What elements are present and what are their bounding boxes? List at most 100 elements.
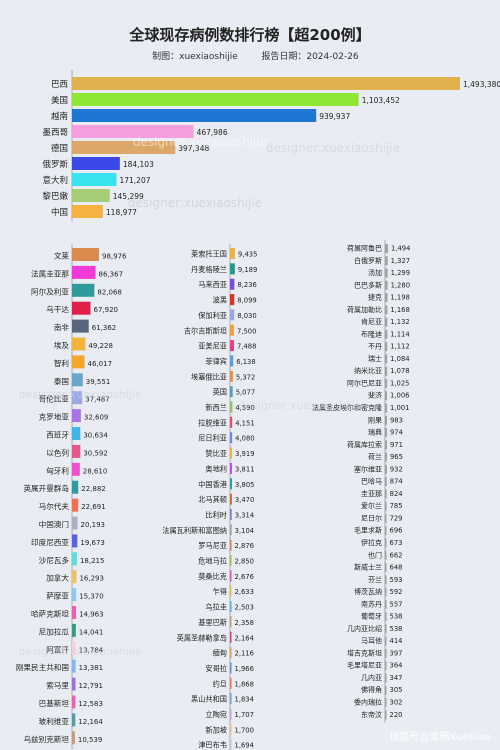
bottom-category-label: 尼加拉瓜 [39, 626, 70, 636]
bottom-category-label: 安哥拉 [205, 664, 227, 673]
bottom-value-label: 874 [390, 478, 403, 486]
bottom-category-label: 毛里塔尼亚 [347, 661, 382, 670]
bottom-bar [230, 647, 232, 659]
bottom-category-label: 博茨瓦纳 [354, 587, 382, 596]
bottom-category-label: 马耳他 [361, 636, 382, 645]
bottom-value-label: 9,189 [238, 266, 257, 274]
bottom-category-label: 乌干达 [46, 304, 69, 314]
author-line: 制图：xuexiaoshijie [152, 50, 238, 62]
bottom-bar [230, 432, 233, 444]
bottom-bar [230, 739, 232, 750]
bottom-category-label: 乌兹别克斯坦 [23, 734, 69, 744]
bottom-category-label: 葡萄牙 [361, 612, 382, 621]
bottom-value-label: 414 [390, 637, 403, 645]
bottom-bar [230, 524, 232, 536]
top-value-label: 145,299 [113, 192, 144, 201]
bottom-category-label: 几内亚 [361, 673, 382, 682]
bottom-category-label: 索马里 [46, 680, 69, 690]
watermark-text: designer:xuexiaoshijie [266, 141, 400, 155]
bottom-category-label: 南苏丹 [361, 599, 382, 608]
bottom-category-label: 危地马拉 [198, 557, 227, 566]
bottom-bar [385, 685, 387, 695]
bottom-bar [72, 623, 76, 637]
bottom-value-label: 2,116 [235, 650, 254, 658]
bottom-value-label: 1,966 [235, 665, 254, 673]
bottom-value-label: 1,280 [391, 281, 410, 289]
bottom-bar [230, 662, 232, 674]
bottom-value-label: 5,077 [236, 389, 255, 397]
bottom-bar [385, 428, 387, 438]
bottom-value-label: 12,164 [78, 718, 103, 726]
bottom-value-label: 98,976 [102, 253, 127, 261]
bottom-value-label: 1,198 [390, 294, 409, 302]
bottom-bar [72, 731, 75, 745]
bottom-bar [385, 636, 387, 646]
bottom-value-label: 2,633 [235, 588, 254, 596]
bottom-bar [385, 378, 388, 388]
bottom-value-label: 16,293 [79, 575, 104, 583]
bottom-bar [230, 539, 232, 551]
bottom-bar [230, 462, 233, 474]
bottom-value-label: 220 [390, 711, 403, 719]
bottom-value-label: 2,503 [235, 604, 254, 612]
bottom-value-label: 2,164 [235, 634, 254, 642]
bottom-bar [230, 355, 234, 367]
bottom-bar [72, 659, 76, 673]
watermark-text: designer:xuexiaoshijie [18, 645, 141, 658]
bottom-bar [72, 427, 81, 440]
bottom-bar [385, 710, 387, 720]
bottom-category-label: 泰国 [54, 376, 69, 386]
bottom-value-label: 8,099 [237, 297, 256, 305]
bottom-category-label: 匈牙利 [46, 465, 69, 475]
bottom-category-label: 佛得角 [361, 685, 382, 694]
top-bar [72, 157, 120, 170]
bottom-category-label: 沙尼瓦多 [39, 555, 70, 565]
bottom-value-label: 6,138 [236, 358, 255, 366]
bottom-category-label: 加拿大 [46, 573, 69, 583]
bottom-value-label: 1,006 [390, 392, 409, 400]
bottom-value-label: 302 [390, 698, 403, 706]
bottom-category-label: 乌拉圭 [205, 603, 227, 612]
bottom-category-label: 阿尔及利亚 [31, 286, 69, 296]
bottom-bar [72, 283, 95, 297]
bottom-value-label: 4,590 [235, 404, 254, 412]
bottom-bar [230, 278, 235, 290]
bottom-category-label: 奥地利 [205, 464, 227, 473]
bottom-bar [385, 305, 388, 315]
bottom-bar [385, 648, 387, 658]
bottom-bar [72, 677, 76, 691]
bottom-bar [72, 301, 91, 315]
bottom-value-label: 3,104 [235, 527, 254, 535]
bottom-category-label: 荷属阿鲁巴 [347, 244, 382, 253]
bottom-bar [72, 713, 76, 727]
bottom-category-label: 波黑 [213, 296, 227, 305]
bottom-bar [72, 337, 86, 351]
bottom-category-label: 瑞士 [368, 354, 382, 363]
bottom-bar [72, 534, 78, 548]
bottom-bar [385, 342, 388, 352]
bottom-bar [230, 416, 233, 428]
bottom-value-label: 14,963 [79, 611, 104, 619]
bottom-category-label: 立陶宛 [205, 710, 227, 719]
bottom-bar [230, 340, 234, 352]
bottom-category-label: 吉尔吉斯斯坦 [184, 326, 227, 335]
bottom-category-label: 智利 [54, 358, 69, 368]
bottom-category-label: 几内亚比绍 [347, 624, 382, 633]
bottom-category-label: 缅甸 [213, 649, 227, 658]
bottom-bar [230, 447, 233, 459]
bottom-category-label: 哈萨克斯坦 [31, 609, 69, 619]
bottom-category-label: 也门 [368, 550, 382, 559]
bottom-value-label: 1,112 [390, 343, 409, 351]
bottom-bar [385, 538, 387, 548]
bottom-value-label: 4,080 [235, 435, 254, 443]
bottom-value-label: 12,791 [78, 682, 103, 690]
bottom-category-label: 刚果 [368, 415, 382, 424]
bottom-category-label: 莱索托王国 [191, 250, 227, 259]
bottom-bar [385, 575, 387, 585]
bottom-value-label: 347 [390, 674, 403, 682]
bottom-value-label: 673 [390, 539, 403, 547]
bottom-value-label: 49,228 [88, 342, 113, 350]
bottom-bar [385, 624, 387, 634]
bottom-category-label: 爱尔兰 [361, 501, 382, 510]
bottom-category-label: 以色列 [46, 447, 69, 457]
